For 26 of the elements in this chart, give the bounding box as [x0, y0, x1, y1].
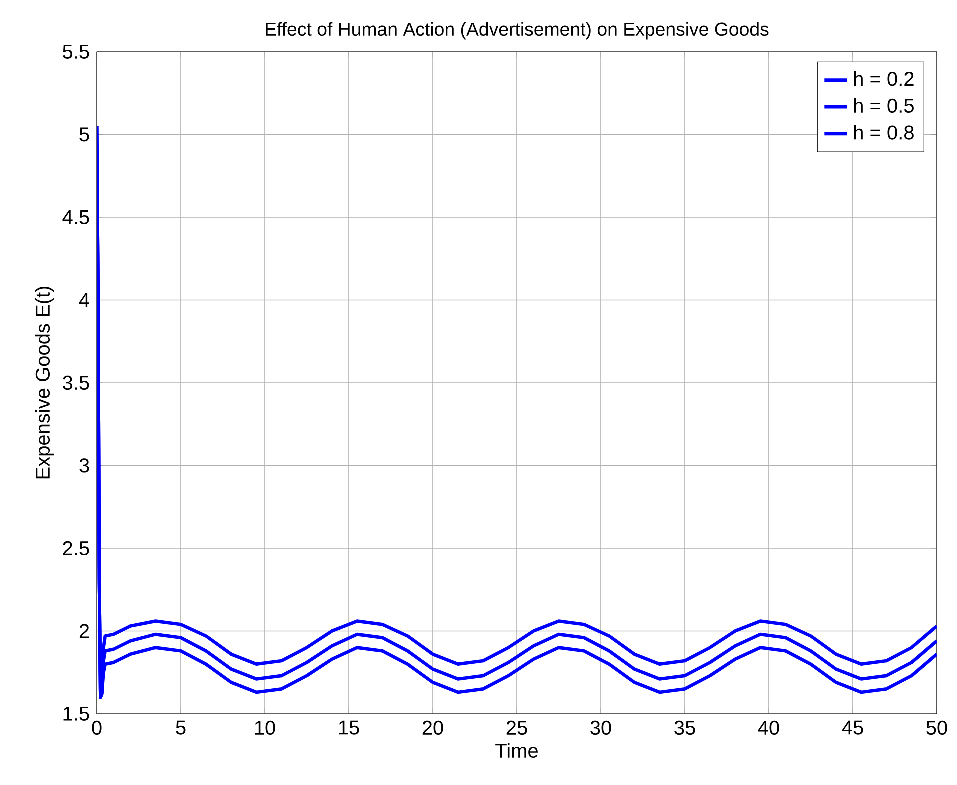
x-tick-label: 30 — [590, 720, 612, 736]
legend-label: h = 0.8 — [854, 125, 914, 140]
x-tick-label: 0 — [92, 720, 102, 736]
legend-label: h = 0.2 — [854, 72, 914, 86]
x-tick-label: 50 — [926, 720, 948, 736]
y-tick-label: 3.5 — [63, 376, 90, 390]
chart-title: Effect of Human Action (Advertisement) on Expensive Goods — [266, 22, 769, 40]
y-tick-label: 5 — [80, 128, 90, 142]
x-tick-label: 45 — [842, 720, 864, 735]
x-tick-label: 5 — [176, 720, 186, 735]
y-tick-label: 4.5 — [62, 210, 90, 224]
x-tick-label: 40 — [758, 720, 780, 736]
y-tick-label: 5.5 — [63, 45, 90, 59]
legend-label: h = 0.5 — [854, 98, 914, 114]
y-tick-label: 2.5 — [63, 541, 90, 556]
y-tick-label: 2 — [80, 624, 90, 638]
y-tick-label: 1.5 — [64, 707, 90, 721]
y-tick-label: 3 — [80, 458, 90, 473]
y-tick-label: 4 — [79, 293, 90, 308]
x-tick-label: 15 — [339, 720, 360, 735]
y-axis-title: Expensive Goods E(t) — [35, 287, 54, 479]
x-tick-label: 25 — [506, 720, 528, 736]
x-tick-label: 35 — [674, 720, 696, 736]
x-axis-title: Time — [496, 743, 538, 758]
x-tick-label: 20 — [422, 720, 444, 736]
x-tick-label: 10 — [255, 720, 276, 736]
